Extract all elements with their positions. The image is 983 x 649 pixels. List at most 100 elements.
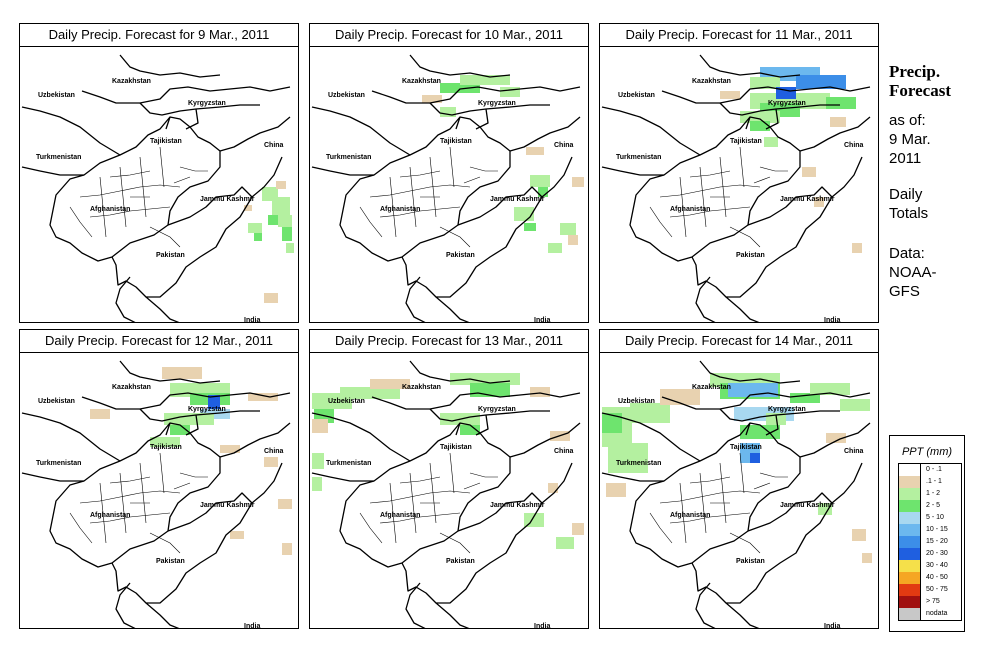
province-boundary <box>439 166 498 248</box>
precip-cell <box>852 529 866 541</box>
precip-cell <box>264 457 278 467</box>
country-label-kyrgyzstan: Kyrgyzstan <box>478 100 516 107</box>
precip-cell <box>460 425 480 435</box>
country-label-kyrgyzstan: Kyrgyzstan <box>768 406 806 413</box>
forecast-panel-mar-14: Daily Precip. Forecast for 14 Mar., 2011… <box>599 329 879 630</box>
province-boundary <box>669 206 751 218</box>
country-boundary <box>111 186 253 298</box>
panel-title: Daily Precip. Forecast for 12 Mar., 2011 <box>19 329 299 353</box>
province-boundary <box>439 472 498 554</box>
legend-swatch <box>899 596 921 608</box>
precip-cell <box>840 399 870 411</box>
province-boundary <box>649 170 731 238</box>
sidebar-title-line1: Precip. <box>889 62 941 81</box>
precip-cell <box>90 409 110 419</box>
country-boundary <box>401 186 543 298</box>
country-boundary <box>219 116 291 198</box>
country-boundary <box>691 492 833 604</box>
precip-cell <box>272 197 290 217</box>
precip-cell <box>524 223 536 231</box>
country-boundary <box>695 582 760 628</box>
precip-cell <box>606 483 626 497</box>
forecast-panel-mar-13: Daily Precip. Forecast for 13 Mar., 2011… <box>309 329 589 630</box>
map-svg: Uzbekistan Kazakhstan Kyrgyzstan Tajikistan… <box>311 54 584 322</box>
legend-swatch <box>899 512 921 524</box>
country-label-uzbekistan: Uzbekistan <box>328 398 365 405</box>
data-label: Data: <box>889 245 925 262</box>
country-label-afghanistan: Afghanistan <box>380 512 420 519</box>
legend-label: 20 - 30 <box>926 550 948 557</box>
country-boundary <box>339 116 511 262</box>
precip-cell <box>750 121 770 131</box>
precip-cell <box>796 75 846 89</box>
precip-cell <box>264 293 278 303</box>
legend-row: 50 - 75 <box>899 584 961 596</box>
country-label-tajikistan: Tajikistan <box>440 444 472 451</box>
country-label-uzbekistan: Uzbekistan <box>618 398 655 405</box>
country-label-uzbekistan: Uzbekistan <box>38 398 75 405</box>
precip-cell <box>282 227 292 241</box>
province-boundary <box>139 146 165 218</box>
country-boundary <box>601 106 701 176</box>
legend-swatch <box>899 464 921 476</box>
country-boundary <box>799 422 871 504</box>
country-label-tajikistan: Tajikistan <box>730 138 762 145</box>
legend-swatch <box>899 536 921 548</box>
precip-cell <box>220 445 240 453</box>
daily-totals-note: Daily Totals <box>889 185 928 223</box>
as-of-label: as of: <box>889 112 926 129</box>
precip-cell <box>248 223 262 233</box>
province-boundary <box>659 490 761 504</box>
province-boundary <box>679 472 707 544</box>
province-boundary <box>149 166 208 248</box>
country-boundary <box>405 276 470 322</box>
country-boundary <box>601 412 701 482</box>
legend-row: 20 - 30 <box>899 548 961 560</box>
precip-cell <box>440 83 480 93</box>
country-label-kyrgyzstan: Kyrgyzstan <box>478 406 516 413</box>
precip-cell <box>312 419 328 433</box>
country-boundary <box>21 412 121 482</box>
precip-cell <box>370 379 410 389</box>
country-label-china: China <box>844 142 864 149</box>
country-label-jammu-kashmir: Jammu Kashmir <box>780 196 835 203</box>
province-boundary <box>369 490 471 504</box>
legend-swatch <box>899 548 921 560</box>
province-boundary <box>69 170 151 238</box>
country-boundary <box>401 492 543 604</box>
country-boundary <box>405 582 470 628</box>
country-label-china: China <box>554 142 574 149</box>
legend-row: 0 - .1 <box>899 464 961 476</box>
precip-cell <box>750 453 760 463</box>
country-label-china: China <box>554 448 574 455</box>
country-label-kazakhstan: Kazakhstan <box>112 78 151 85</box>
precip-cell <box>268 215 280 225</box>
province-boundary <box>139 452 165 524</box>
as-of-date: as of: 9 Mar. 2011 <box>889 111 931 168</box>
panel-title: Daily Precip. Forecast for 9 Mar., 2011 <box>19 23 299 47</box>
country-boundary <box>115 582 180 628</box>
country-label-turkmenistan: Turkmenistan <box>616 460 661 467</box>
precip-cell <box>548 483 558 493</box>
country-label-india: India <box>244 623 260 628</box>
legend-swatch <box>899 608 921 620</box>
legend-row: 10 - 15 <box>899 524 961 536</box>
as-of-year: 2011 <box>889 150 922 167</box>
province-boundary <box>149 472 208 554</box>
map-svg: Uzbekistan Kazakhstan Kyrgyzstan Tajikistan… <box>21 360 292 628</box>
country-boundary <box>339 422 511 568</box>
country-label-afghanistan: Afghanistan <box>670 512 710 519</box>
legend-swatch <box>899 500 921 512</box>
data-source-line2: GFS <box>889 283 920 300</box>
precip-cell <box>538 187 548 197</box>
province-boundary <box>359 476 441 544</box>
country-boundary <box>139 102 260 130</box>
country-label-uzbekistan: Uzbekistan <box>328 92 365 99</box>
country-label-pakistan: Pakistan <box>736 558 765 565</box>
precip-cell <box>170 425 190 435</box>
precip-map: Uzbekistan Kazakhstan Kyrgyzstan Tajikistan… <box>599 352 879 629</box>
country-boundary <box>799 116 871 198</box>
province-boundary <box>79 490 181 504</box>
country-boundary <box>111 492 253 604</box>
province-boundary <box>719 452 745 524</box>
